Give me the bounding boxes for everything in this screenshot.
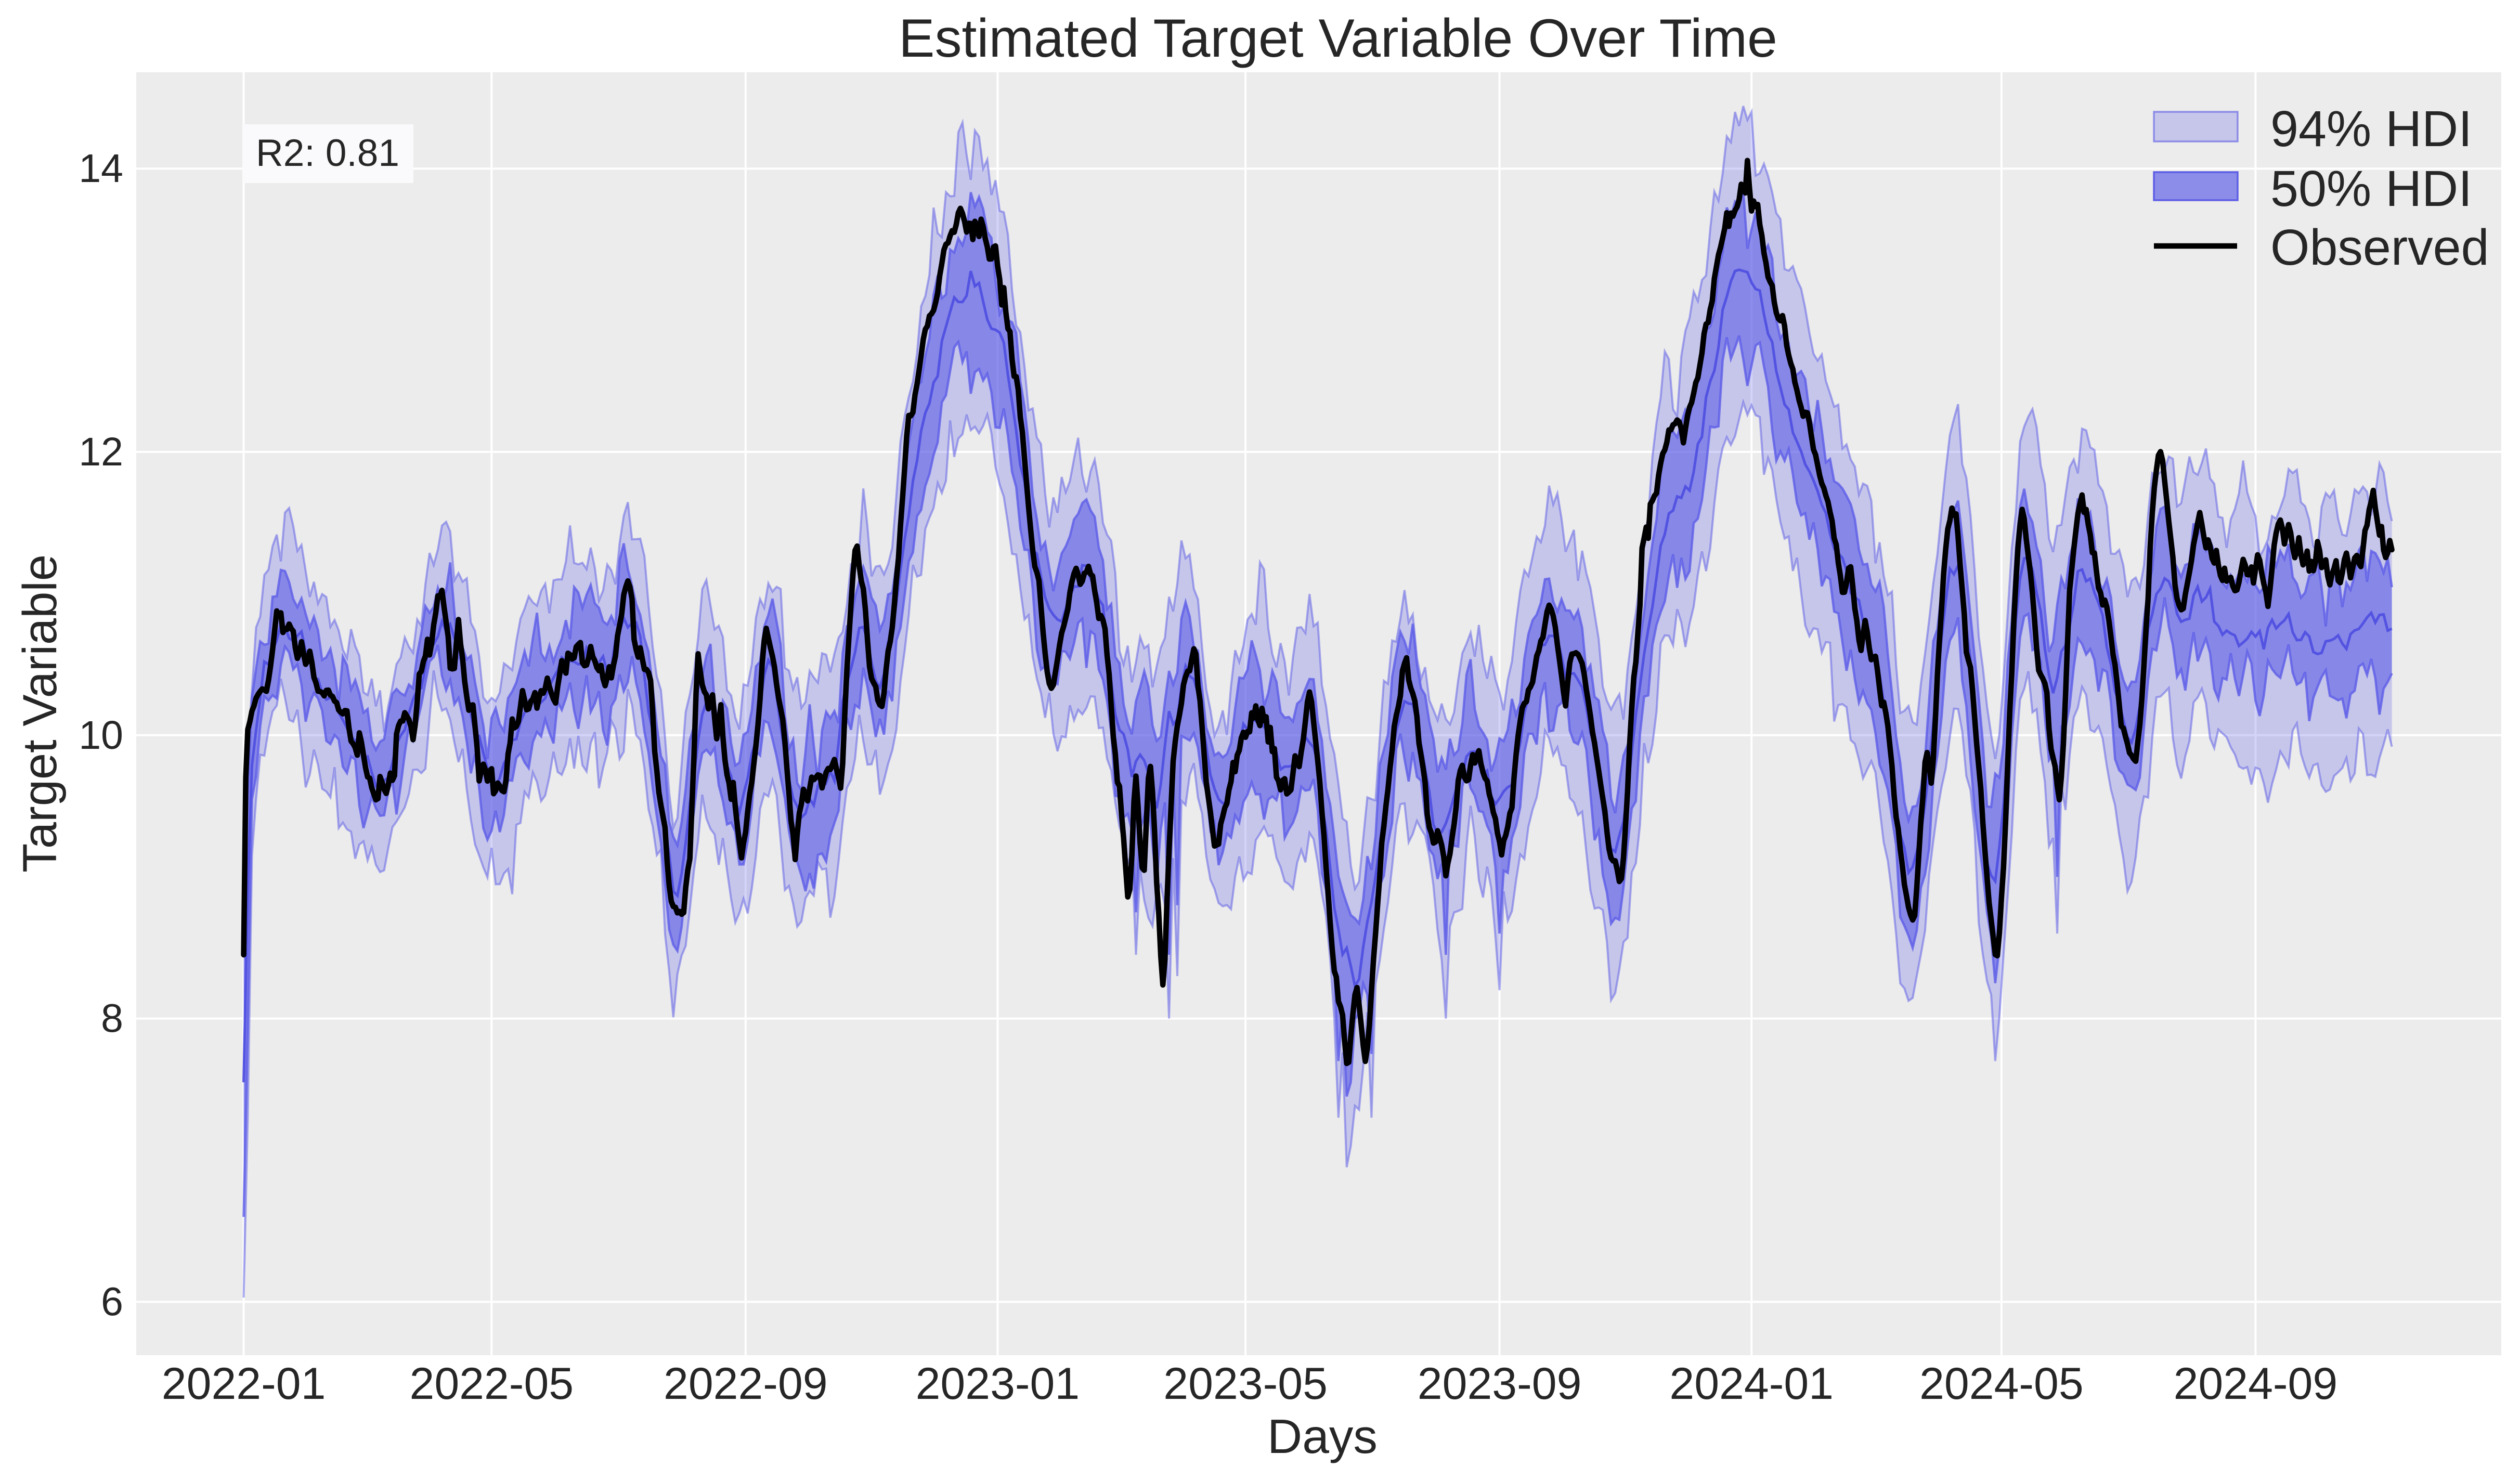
svg-text:Target Variable: Target Variable (14, 554, 67, 873)
svg-text:Days: Days (1267, 1409, 1378, 1463)
svg-text:Observed: Observed (2270, 219, 2489, 276)
svg-text:2022-09: 2022-09 (664, 1359, 828, 1409)
svg-text:2023-05: 2023-05 (1163, 1359, 1328, 1409)
svg-text:14: 14 (79, 146, 123, 191)
svg-text:2022-05: 2022-05 (409, 1359, 574, 1409)
svg-text:2024-01: 2024-01 (1669, 1359, 1834, 1409)
svg-text:R2: 0.81: R2: 0.81 (256, 132, 399, 174)
svg-text:8: 8 (101, 996, 123, 1041)
svg-text:2024-05: 2024-05 (1919, 1359, 2084, 1409)
svg-text:Estimated Target Variable Over: Estimated Target Variable Over Time (899, 8, 1777, 69)
svg-text:2023-09: 2023-09 (1418, 1359, 1582, 1409)
svg-text:2023-01: 2023-01 (916, 1359, 1080, 1409)
svg-text:12: 12 (79, 430, 123, 474)
svg-text:94% HDI: 94% HDI (2270, 100, 2472, 157)
svg-text:10: 10 (79, 713, 123, 758)
svg-text:2024-09: 2024-09 (2174, 1359, 2338, 1409)
svg-text:2022-01: 2022-01 (162, 1359, 326, 1409)
svg-text:50% HDI: 50% HDI (2270, 160, 2472, 217)
svg-text:6: 6 (101, 1279, 123, 1324)
